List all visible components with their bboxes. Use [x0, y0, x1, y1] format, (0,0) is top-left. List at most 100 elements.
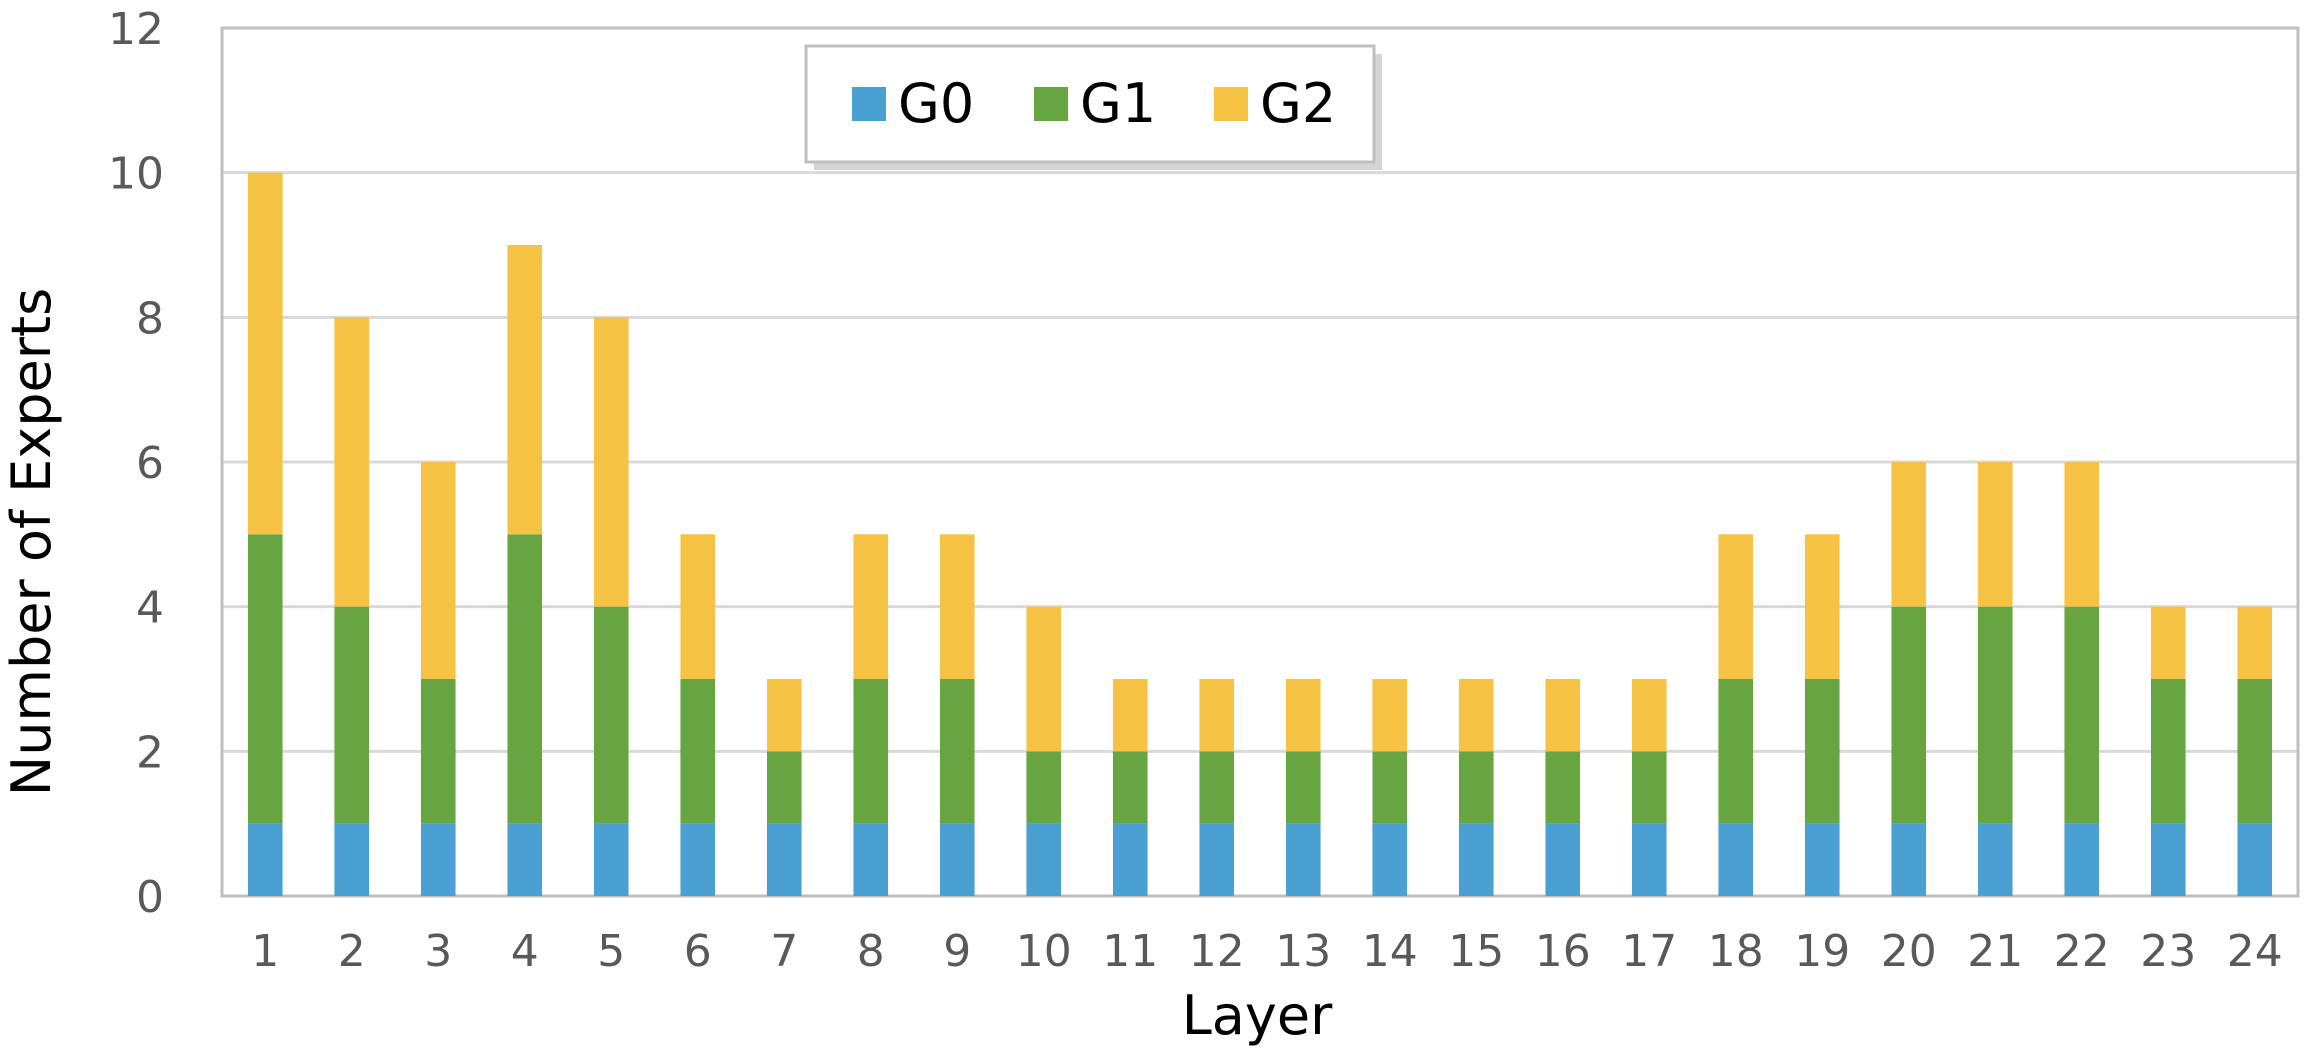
bar-g0-layer-24 — [2237, 823, 2273, 896]
x-tick-label: 14 — [1362, 926, 1418, 977]
bar-g2-layer-16 — [1545, 679, 1581, 752]
x-tick-label: 22 — [2054, 926, 2110, 977]
bar-g2-layer-14 — [1372, 679, 1408, 752]
x-tick-label: 15 — [1448, 926, 1504, 977]
bar-g0-layer-4 — [507, 823, 543, 896]
y-axis-title: Number of Experts — [0, 288, 63, 796]
x-tick-label: 24 — [2227, 926, 2283, 977]
bar-g2-layer-19 — [1804, 534, 1840, 679]
bars — [247, 172, 2273, 896]
bar-g1-layer-11 — [1112, 751, 1148, 824]
bar-g2-layer-2 — [334, 317, 370, 607]
bar-g1-layer-19 — [1804, 679, 1840, 824]
bar-g1-layer-20 — [1891, 606, 1927, 824]
bar-g1-layer-6 — [680, 679, 716, 824]
bar-g2-layer-15 — [1458, 679, 1494, 752]
bar-g0-layer-2 — [334, 823, 370, 896]
x-tick-label: 19 — [1794, 926, 1850, 977]
y-tick-label: 2 — [136, 727, 164, 778]
bar-g0-layer-3 — [420, 823, 456, 896]
bar-g1-layer-10 — [1026, 751, 1062, 824]
legend-swatch-g0 — [852, 87, 886, 121]
y-tick-label: 6 — [136, 438, 164, 489]
x-tick-labels: 1 2 3 4 5 6 7 8 9 10 11 12 13 14 15 16 17 18 19 20 21 22 23 24 — [251, 926, 2283, 977]
bar-g1-layer-2 — [334, 606, 370, 824]
x-tick-label: 8 — [857, 926, 885, 977]
x-tick-label: 13 — [1275, 926, 1331, 977]
x-tick-label: 21 — [1967, 926, 2023, 977]
bar-g1-layer-8 — [853, 679, 889, 824]
x-tick-label: 7 — [770, 926, 798, 977]
bar-g2-layer-17 — [1631, 679, 1667, 752]
plot-area — [220, 26, 2300, 898]
bar-g2-layer-22 — [2064, 462, 2100, 607]
x-tick-label: 4 — [511, 926, 539, 977]
bar-g2-layer-10 — [1026, 606, 1062, 752]
legend-swatch-g2 — [1214, 87, 1248, 121]
bar-g1-layer-4 — [507, 534, 543, 824]
bar-g2-layer-4 — [507, 245, 543, 535]
x-axis-title: Layer — [1182, 984, 1333, 1047]
bar-g2-layer-5 — [593, 317, 629, 607]
legend-label-g0: G0 — [898, 72, 974, 135]
bar-g1-layer-9 — [939, 679, 975, 824]
bar-g0-layer-17 — [1631, 823, 1667, 896]
bar-g0-layer-21 — [1977, 823, 2013, 896]
y-tick-label: 0 — [136, 872, 164, 923]
y-tick-label: 4 — [136, 583, 164, 634]
bar-g1-layer-18 — [1718, 679, 1754, 824]
x-tick-label: 6 — [684, 926, 712, 977]
bar-g0-layer-6 — [680, 823, 716, 896]
bar-g0-layer-9 — [939, 823, 975, 896]
bar-g2-layer-8 — [853, 534, 889, 679]
bar-g2-layer-11 — [1112, 679, 1148, 752]
y-tick-label: 8 — [136, 293, 164, 344]
x-tick-label: 1 — [251, 926, 279, 977]
bar-g0-layer-23 — [2150, 823, 2186, 896]
x-tick-label: 16 — [1535, 926, 1591, 977]
bar-g2-layer-12 — [1199, 679, 1235, 752]
x-tick-label: 12 — [1189, 926, 1245, 977]
bar-g1-layer-3 — [420, 679, 456, 824]
bar-g2-layer-21 — [1977, 462, 2013, 607]
bar-g1-layer-22 — [2064, 606, 2100, 824]
bar-g1-layer-13 — [1285, 751, 1321, 824]
bar-g0-layer-13 — [1285, 823, 1321, 896]
bar-g1-layer-7 — [766, 751, 802, 824]
bar-g0-layer-5 — [593, 823, 629, 896]
bar-g2-layer-6 — [680, 534, 716, 679]
bar-g1-layer-23 — [2150, 679, 2186, 824]
bar-g0-layer-8 — [853, 823, 889, 896]
bar-g2-layer-23 — [2150, 606, 2186, 679]
bar-g1-layer-14 — [1372, 751, 1408, 824]
bar-g0-layer-15 — [1458, 823, 1494, 896]
x-tick-label: 18 — [1708, 926, 1764, 977]
legend: G0 G1 G2 — [804, 44, 1382, 170]
bar-g1-layer-15 — [1458, 751, 1494, 824]
bar-g0-layer-11 — [1112, 823, 1148, 896]
bar-g0-layer-10 — [1026, 823, 1062, 896]
x-tick-label: 17 — [1621, 926, 1677, 977]
bar-g0-layer-22 — [2064, 823, 2100, 896]
legend-box — [804, 44, 1376, 164]
bar-g2-layer-9 — [939, 534, 975, 679]
x-tick-label: 2 — [338, 926, 366, 977]
bar-g0-layer-16 — [1545, 823, 1581, 896]
x-tick-label: 10 — [1016, 926, 1072, 977]
bar-g2-layer-24 — [2237, 606, 2273, 679]
bar-g2-layer-1 — [247, 172, 283, 535]
legend-label-g2: G2 — [1260, 72, 1336, 135]
bar-g0-layer-14 — [1372, 823, 1408, 896]
y-tick-label: 10 — [108, 149, 164, 200]
bar-g1-layer-5 — [593, 606, 629, 824]
x-tick-label: 20 — [1881, 926, 1937, 977]
legend-swatch-g1 — [1034, 87, 1068, 121]
bar-g0-layer-18 — [1718, 823, 1754, 896]
bar-g0-layer-7 — [766, 823, 802, 896]
bar-g1-layer-16 — [1545, 751, 1581, 824]
bar-g1-layer-17 — [1631, 751, 1667, 824]
y-tick-labels: 0 2 4 6 8 10 12 — [108, 4, 164, 923]
bar-g2-layer-7 — [766, 679, 802, 752]
x-tick-label: 3 — [424, 926, 452, 977]
